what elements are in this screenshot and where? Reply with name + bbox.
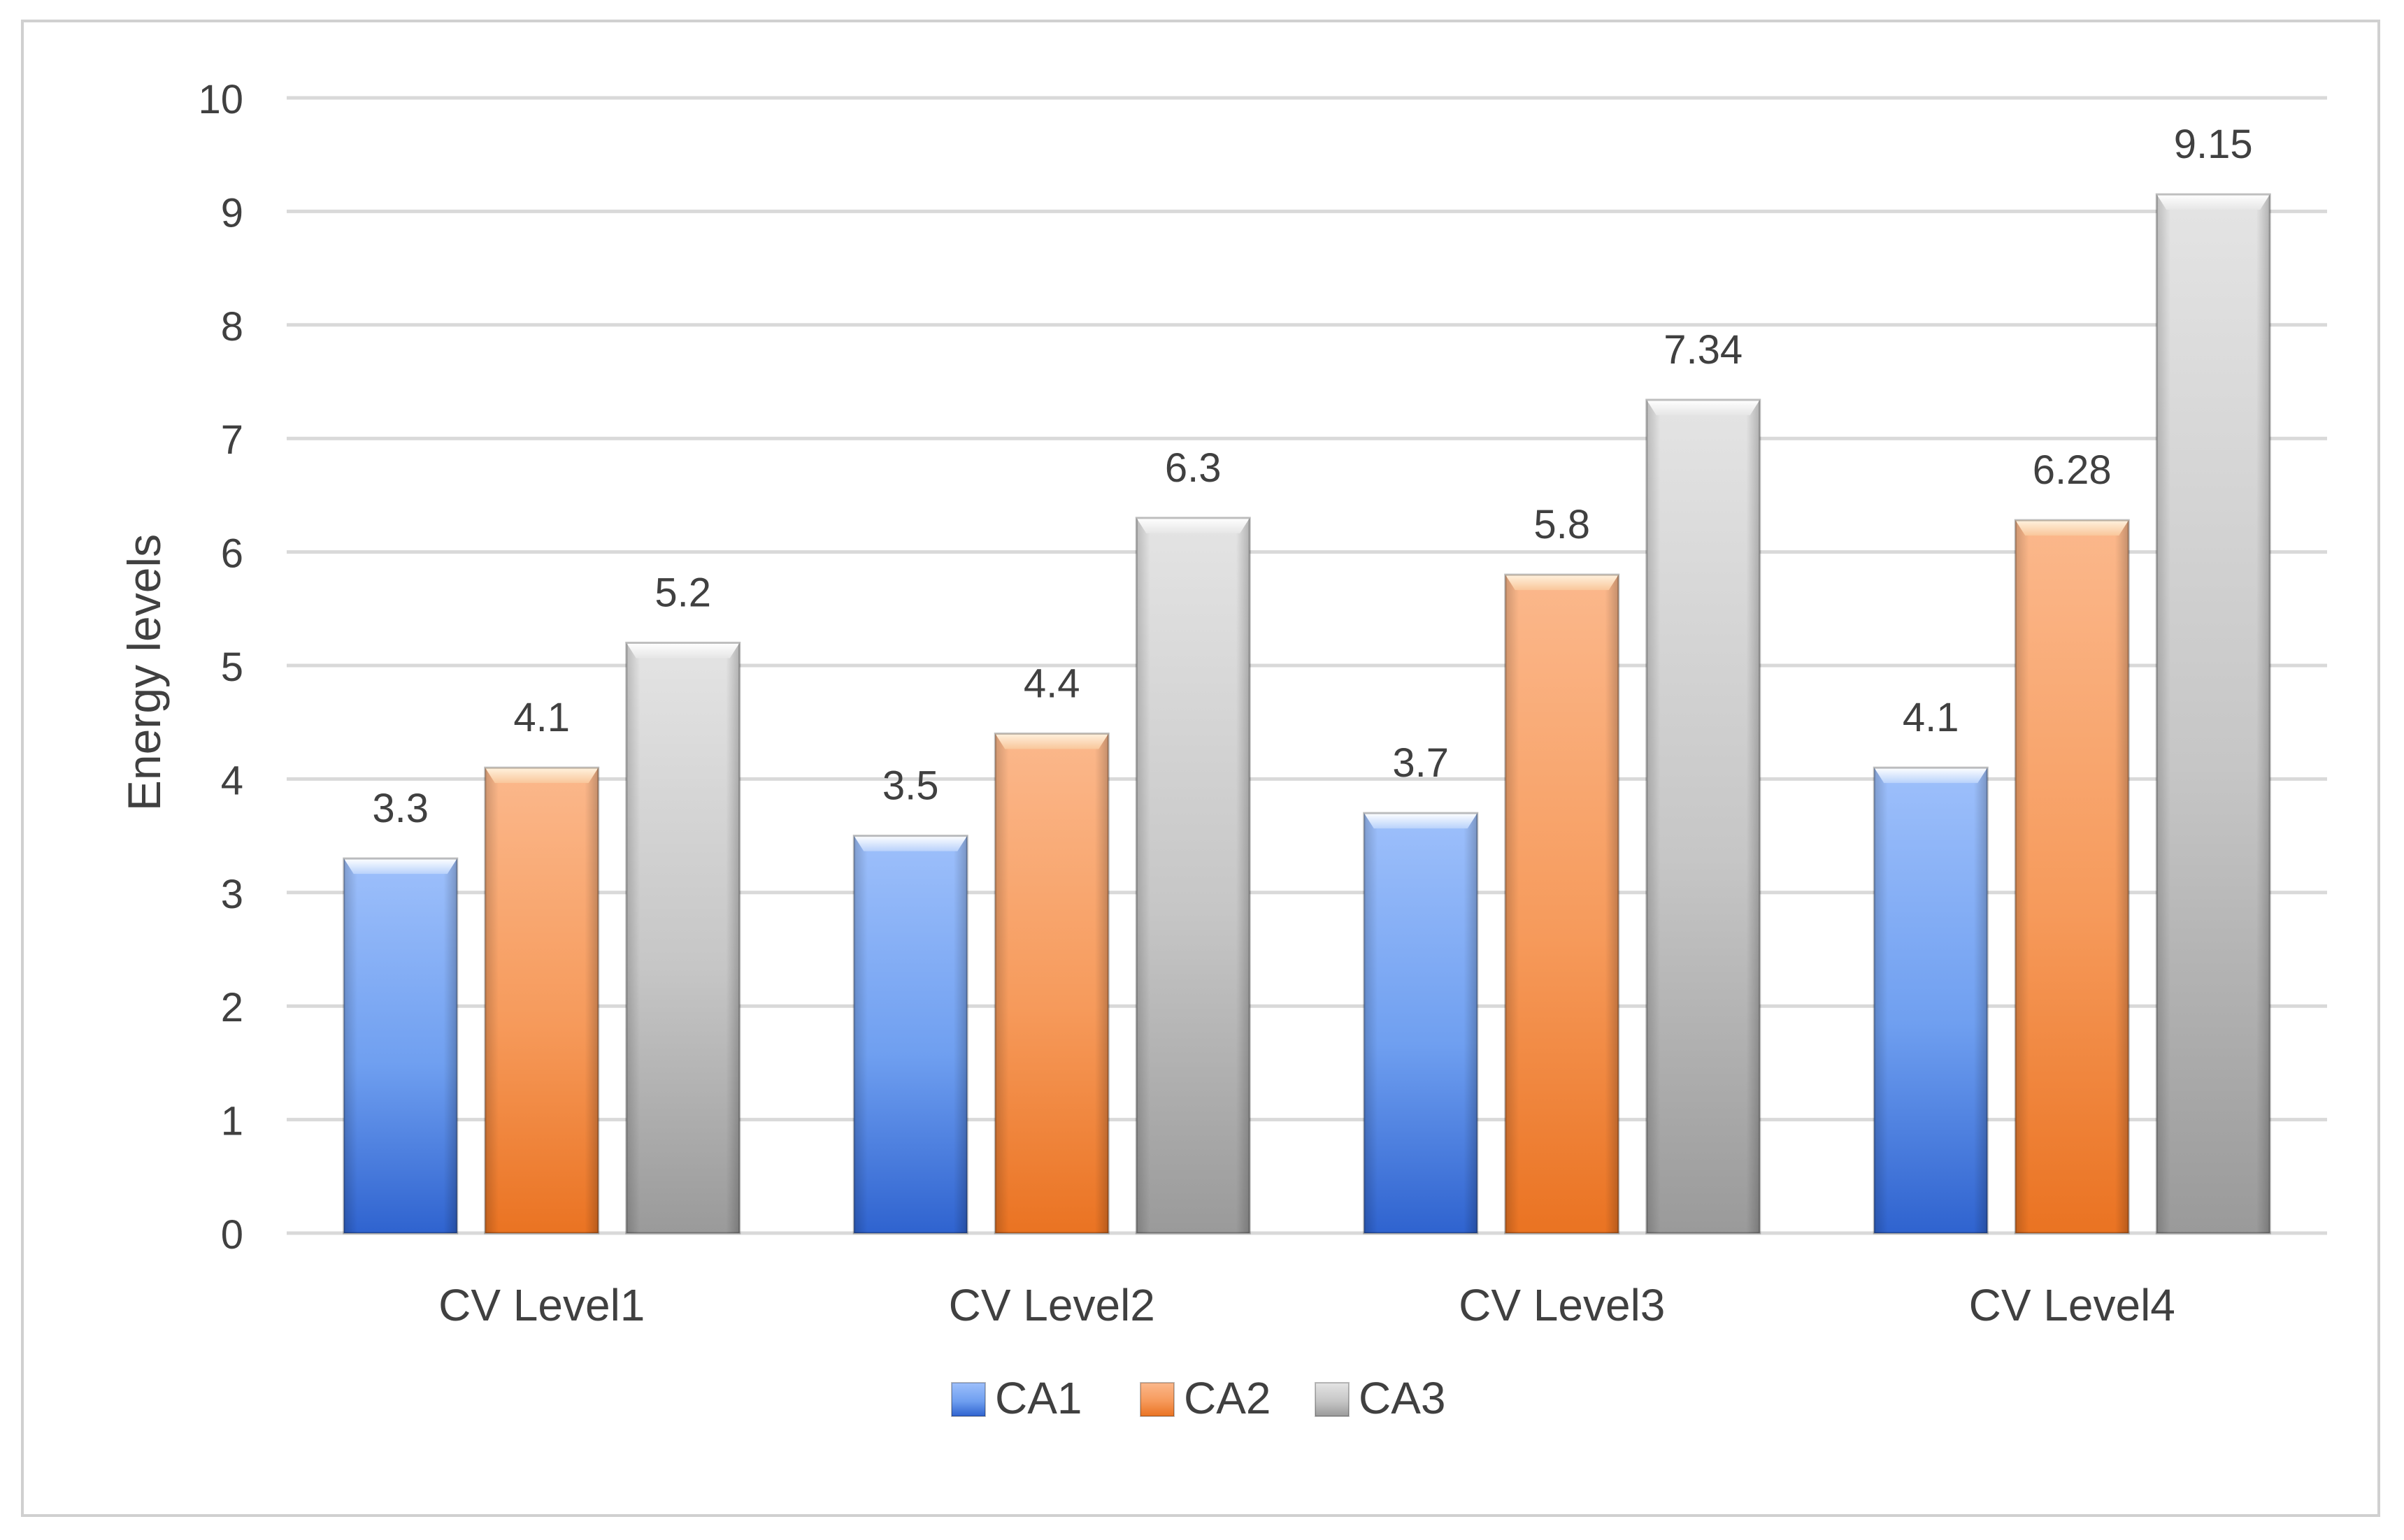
data-label-ca1-4: 4.1 — [1903, 695, 1959, 740]
bar-outline — [484, 766, 600, 1235]
bar-bevel — [2015, 520, 2129, 536]
legend-swatch-ca1 — [951, 1382, 986, 1417]
legend-label-ca1: CA1 — [995, 1373, 1082, 1423]
bar-shade — [2015, 520, 2129, 1233]
bar-shade — [1364, 813, 1478, 1233]
bar-ca1-1 — [343, 857, 459, 1235]
y-tick-label-7: 7 — [221, 417, 243, 463]
bar-bevel — [1364, 813, 1478, 829]
bar-shade — [1646, 399, 1760, 1233]
bar-shade — [1505, 575, 1619, 1233]
bar-chart: 0 1 2 3 4 5 6 7 8 9 10 3.3 4.1 5.2 3.5 4.4 6.3 3.7 5.8 7.3… — [118, 77, 2327, 1423]
legend-item-ca3: CA3 — [1315, 1373, 1446, 1423]
bar-ca2-3 — [1504, 573, 1620, 1235]
y-tick-label-8: 8 — [221, 304, 243, 350]
bar-outline — [2014, 519, 2130, 1235]
bar-outline — [1363, 812, 1479, 1235]
legend-label-ca2: CA2 — [1184, 1373, 1271, 1423]
data-label-ca3-3: 7.34 — [1664, 327, 1743, 373]
x-tick-label-4: CV Level4 — [1969, 1280, 2175, 1330]
bar-bevel — [854, 835, 968, 851]
bar-ca3-3 — [1645, 398, 1761, 1235]
data-label-ca1-3: 3.7 — [1392, 740, 1449, 786]
data-label-ca2-4: 6.28 — [2033, 447, 2112, 493]
data-label-ca2-1: 4.1 — [513, 695, 570, 740]
y-tick-label-3: 3 — [221, 872, 243, 917]
bar-ca2-4 — [2014, 519, 2130, 1235]
y-axis-ticks: 0 1 2 3 4 5 6 7 8 9 10 — [198, 77, 243, 1258]
bar-ca3-2 — [1135, 517, 1251, 1235]
bar-shade — [626, 642, 740, 1233]
chart-frame: 0 1 2 3 4 5 6 7 8 9 10 3.3 4.1 5.2 3.5 4.4 6.3 3.7 5.8 7.3… — [21, 20, 2380, 1517]
bar-outline — [2155, 193, 2271, 1235]
legend-label-ca3: CA3 — [1359, 1373, 1446, 1423]
data-label-ca3-4: 9.15 — [2174, 122, 2253, 167]
y-tick-label-4: 4 — [221, 758, 243, 803]
bar-ca1-2 — [852, 835, 968, 1235]
x-tick-label-3: CV Level3 — [1459, 1280, 1665, 1330]
data-label-ca1-1: 3.3 — [372, 786, 429, 831]
bar-shade — [485, 768, 599, 1233]
bar-shade — [343, 858, 457, 1233]
bars — [343, 193, 2271, 1235]
legend-swatch-ca3 — [1315, 1382, 1350, 1417]
bar-ca2-1 — [484, 766, 600, 1235]
data-labels: 3.3 4.1 5.2 3.5 4.4 6.3 3.7 5.8 7.34 4.1 6.28 9.15 — [372, 122, 2252, 831]
bar-ca2-2 — [994, 732, 1110, 1235]
bar-shade — [2156, 194, 2270, 1233]
bar-outline — [1135, 517, 1251, 1235]
bar-outline — [852, 835, 968, 1235]
x-tick-label-1: CV Level1 — [438, 1280, 645, 1330]
legend-item-ca2: CA2 — [1140, 1373, 1271, 1423]
bar-shade — [1874, 768, 1988, 1233]
bar-shade — [854, 835, 968, 1233]
bar-ca1-4 — [1873, 766, 1989, 1235]
bar-outline — [994, 732, 1110, 1235]
y-axis-title: Energy levels — [118, 534, 170, 811]
x-tick-label-2: CV Level2 — [949, 1280, 1155, 1330]
y-tick-label-1: 1 — [221, 1099, 243, 1144]
bar-shade — [995, 733, 1109, 1233]
bar-bevel — [626, 642, 740, 659]
bar-bevel — [995, 733, 1109, 749]
y-tick-label-2: 2 — [221, 985, 243, 1030]
legend: CA1 CA2 CA3 — [951, 1373, 1446, 1423]
legend-swatch-ca2 — [1140, 1382, 1175, 1417]
data-label-ca2-2: 4.4 — [1024, 661, 1080, 706]
data-label-ca2-3: 5.8 — [1533, 502, 1590, 547]
y-tick-label-10: 10 — [198, 77, 243, 122]
bar-bevel — [1874, 768, 1988, 784]
x-axis-ticks: CV Level1 CV Level2 CV Level3 CV Level4 — [438, 1280, 2175, 1330]
bar-bevel — [485, 768, 599, 784]
bar-ca3-1 — [625, 642, 741, 1235]
y-tick-label-6: 6 — [221, 531, 243, 577]
data-label-ca1-2: 3.5 — [882, 763, 939, 809]
data-label-ca3-2: 6.3 — [1165, 445, 1222, 491]
y-tick-label-9: 9 — [221, 190, 243, 236]
bar-outline — [343, 857, 459, 1235]
bar-outline — [1645, 398, 1761, 1235]
y-tick-label-5: 5 — [221, 645, 243, 690]
bar-outline — [1873, 766, 1989, 1235]
bar-bevel — [343, 858, 457, 875]
y-tick-label-0: 0 — [221, 1212, 243, 1258]
bar-shade — [1136, 517, 1250, 1233]
bar-bevel — [2156, 194, 2270, 210]
bar-ca3-4 — [2155, 193, 2271, 1235]
data-label-ca3-1: 5.2 — [654, 570, 711, 616]
bar-outline — [625, 642, 741, 1235]
bar-outline — [1504, 573, 1620, 1235]
bar-ca1-3 — [1363, 812, 1479, 1235]
bar-bevel — [1646, 399, 1760, 415]
bar-bevel — [1136, 517, 1250, 533]
legend-item-ca1: CA1 — [951, 1373, 1082, 1423]
bar-bevel — [1505, 575, 1619, 591]
